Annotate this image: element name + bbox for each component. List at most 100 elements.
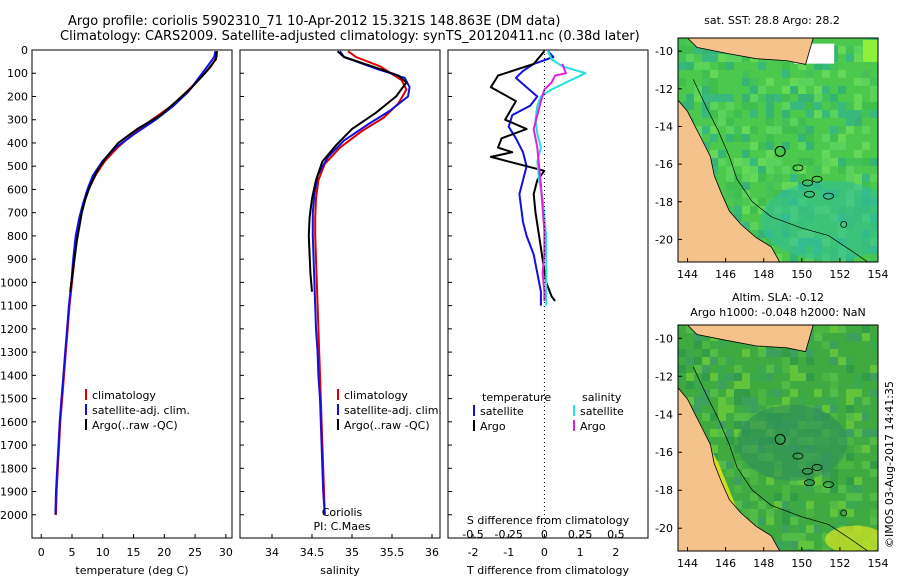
sst_map-cell xyxy=(870,86,878,94)
sla_map-cell xyxy=(774,349,782,357)
sla_map-cell xyxy=(694,341,702,349)
sla_map-cell xyxy=(766,349,774,357)
sla_map-cell xyxy=(846,389,854,397)
difference-legend-title-salinity: salinity xyxy=(582,391,622,404)
difference-top-tick-label: 0 xyxy=(541,528,548,541)
sst_map-cell xyxy=(790,254,798,262)
sla_map-cell xyxy=(838,517,846,525)
sst_map-cell xyxy=(878,70,886,78)
sla_map-cell xyxy=(774,501,782,509)
sst_map-contour xyxy=(692,79,869,262)
sla_map-cell xyxy=(846,405,854,413)
sla_map-cell xyxy=(830,381,838,389)
sla_map-cell xyxy=(790,533,798,541)
sla_map-cell xyxy=(734,501,742,509)
sla_map-cell xyxy=(702,365,710,373)
sla_map-cell xyxy=(806,373,814,381)
sla_map-cell xyxy=(734,445,742,453)
sla_map-cell xyxy=(750,397,758,405)
sst_map-cell xyxy=(806,158,814,166)
sla_map-cell xyxy=(686,381,694,389)
title-line2: Climatology: CARS2009. Satellite-adjuste… xyxy=(60,29,640,44)
sla_map-reef xyxy=(804,479,815,487)
sst_map-cell xyxy=(862,70,870,78)
sla_map-cell xyxy=(862,373,870,381)
sla_map-cell xyxy=(854,445,862,453)
sla_map-cell xyxy=(742,389,750,397)
sla_map-cell xyxy=(782,557,790,565)
sst_map-cell xyxy=(750,222,758,230)
temperature-ytick-label: 100 xyxy=(7,67,28,80)
difference-xtick-label: -1 xyxy=(503,546,514,559)
sst_map-cell xyxy=(822,134,830,142)
sla_map-cell xyxy=(718,357,726,365)
difference-xtick-label: 2 xyxy=(612,546,619,559)
sla_map-cell xyxy=(726,357,734,365)
temperature-ytick-label: 600 xyxy=(7,183,28,196)
sla_map-cell xyxy=(870,493,878,501)
sst_map-cell xyxy=(806,78,814,86)
sst_map-cell xyxy=(766,190,774,198)
sst_map-cell xyxy=(766,118,774,126)
sla_map-cell xyxy=(846,453,854,461)
sla_map-cell xyxy=(870,373,878,381)
sla_map-cell xyxy=(726,429,734,437)
sla_map-cell xyxy=(806,501,814,509)
sst_map-cell xyxy=(718,54,726,62)
sst_map-cell xyxy=(694,94,702,102)
sla_map-cell xyxy=(678,349,686,357)
salinity-legend-entry: climatology xyxy=(344,389,408,402)
sst_map-cell xyxy=(758,86,766,94)
sst_map-cell xyxy=(878,206,886,214)
sla_map-cell xyxy=(822,485,830,493)
sst_map-cell xyxy=(742,222,750,230)
sla_map-cell xyxy=(742,469,750,477)
sla_map-cell xyxy=(726,373,734,381)
temperature-xlabel: temperature (deg C) xyxy=(75,564,188,577)
sst_map-cell xyxy=(838,134,846,142)
sst_map-cell xyxy=(846,118,854,126)
sla_map-cell xyxy=(742,349,750,357)
sla_map-cell xyxy=(710,373,718,381)
salinity-frame xyxy=(239,49,441,539)
sla_map-cell xyxy=(830,373,838,381)
sst_map-cell xyxy=(726,174,734,182)
sla_map-cell xyxy=(726,461,734,469)
sla_map-cell xyxy=(830,397,838,405)
sla_map-cell xyxy=(854,501,862,509)
sst_map-ytick-label: -18 xyxy=(655,196,673,209)
sla_map-cell xyxy=(806,349,814,357)
sst_map-cell xyxy=(822,94,830,102)
sst_map-cell xyxy=(726,134,734,142)
temperature-ytick-label: 1700 xyxy=(0,439,28,452)
sla_map-cell xyxy=(862,461,870,469)
sla_map-cell xyxy=(702,341,710,349)
sla_map-cell xyxy=(710,445,718,453)
temperature-ytick-label: 300 xyxy=(7,114,28,127)
sla_map-cell xyxy=(846,437,854,445)
sla_map-cell xyxy=(870,365,878,373)
sst_map-cell xyxy=(758,94,766,102)
sla_map-cell xyxy=(798,349,806,357)
temperature-xtick-label: 0 xyxy=(38,546,45,559)
sst_map-cell xyxy=(726,126,734,134)
sla_map-cell xyxy=(734,397,742,405)
sst_map-cell xyxy=(878,54,886,62)
sst_map-cell xyxy=(798,86,806,94)
sla_map-cell xyxy=(846,413,854,421)
temperature-ytick-label: 1000 xyxy=(0,276,28,289)
sst_map-cell xyxy=(774,94,782,102)
sst_map-cell xyxy=(718,150,726,158)
sla_map-cell xyxy=(822,341,830,349)
sla_map-xtick-label: 154 xyxy=(868,557,889,570)
sst_map-cell xyxy=(726,206,734,214)
sla_map-cell xyxy=(870,509,878,517)
sla_map-cell xyxy=(798,477,806,485)
sst_map-cell xyxy=(734,198,742,206)
sst_map-cell xyxy=(734,54,742,62)
difference-xtick-label: 1 xyxy=(577,546,584,559)
sla_map-cell xyxy=(678,365,686,373)
sla_map-cell xyxy=(726,389,734,397)
sla_map-cell xyxy=(734,421,742,429)
sst_map-cell xyxy=(838,110,846,118)
